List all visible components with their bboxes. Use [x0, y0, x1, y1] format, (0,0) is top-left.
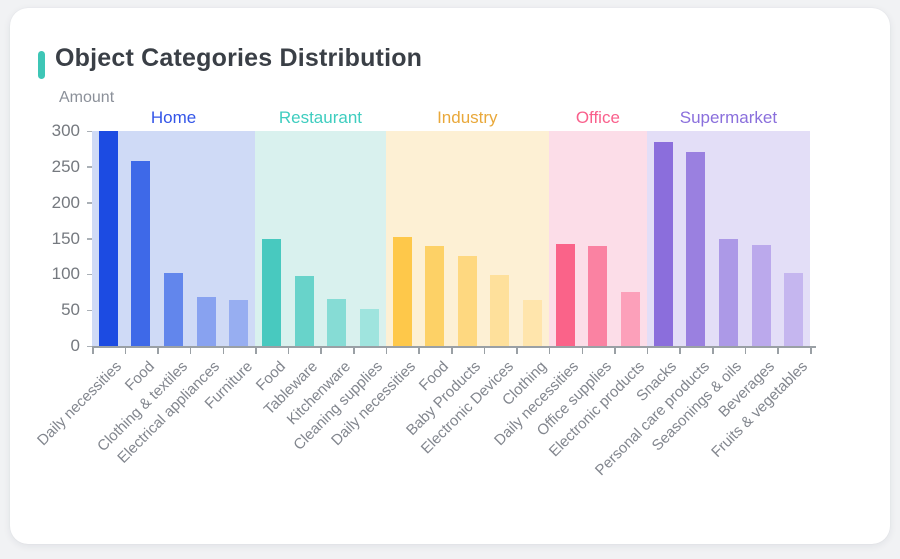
- y-axis-tick-label: 150: [51, 228, 80, 248]
- group-label-restaurant: Restaurant: [278, 108, 363, 127]
- bar-supermarket-1[interactable]: [686, 151, 706, 346]
- bar-office-2[interactable]: [621, 291, 640, 346]
- x-axis-tick-mark: [353, 348, 355, 354]
- title-accent-bar: [38, 51, 45, 79]
- bar-chart: 0 50 100 150 200 250 300 Home Daily necessities F…: [10, 8, 890, 544]
- y-axis-tick-mark: [87, 202, 92, 204]
- bar-home-2[interactable]: [164, 272, 184, 346]
- group-label-home: Home: [150, 108, 197, 127]
- x-axis-tick-mark: [744, 348, 747, 354]
- y-axis-tick-label: 300: [51, 121, 80, 140]
- x-axis-tick-mark: [157, 348, 159, 354]
- group-label-office: Office: [575, 108, 620, 127]
- bar-industry-4[interactable]: [523, 300, 543, 346]
- group-label-supermarket: Supermarket: [679, 108, 778, 127]
- bar-home-0[interactable]: [98, 131, 118, 346]
- x-axis-tick-mark: [451, 348, 453, 354]
- bar-restaurant-3[interactable]: [359, 308, 379, 346]
- x-axis-tick-mark: [255, 348, 257, 354]
- x-axis-tick-mark: [777, 348, 779, 354]
- y-axis-tick-mark: [87, 166, 92, 168]
- bar-industry-3[interactable]: [490, 275, 510, 346]
- page-title: Object Categories Distribution: [55, 44, 423, 72]
- x-axis-tick-mark: [222, 348, 225, 354]
- y-axis-tick-mark: [87, 309, 92, 312]
- bar-restaurant-1[interactable]: [294, 276, 314, 346]
- x-axis-tick-mark: [810, 348, 812, 354]
- y-axis-tick-mark: [87, 273, 92, 276]
- bar-office-1[interactable]: [588, 245, 608, 346]
- bar-industry-1[interactable]: [425, 245, 445, 346]
- x-axis-tick-mark: [581, 348, 584, 354]
- y-axis-tick-label: 250: [51, 156, 80, 176]
- bar-industry-2[interactable]: [457, 255, 477, 346]
- chart-card: Object Categories Distribution Amount 0 5…: [10, 8, 890, 544]
- bar-home-3[interactable]: [196, 296, 216, 346]
- group-label-industry: Industry: [437, 108, 498, 127]
- bar-industry-0[interactable]: [392, 237, 412, 346]
- y-axis-tick-mark: [87, 345, 92, 347]
- x-axis-tick-mark: [646, 348, 649, 354]
- bar-home-1[interactable]: [131, 161, 151, 346]
- x-axis-tick-mark: [516, 348, 518, 354]
- x-axis-tick-mark: [287, 348, 290, 354]
- bar-supermarket-4[interactable]: [784, 272, 804, 346]
- y-axis-tick-label: 0: [70, 336, 80, 355]
- x-axis-tick-mark: [483, 348, 486, 354]
- x-axis-line: [92, 346, 816, 348]
- y-axis-tick-label: 200: [51, 192, 80, 212]
- x-axis-tick-mark: [92, 348, 94, 354]
- x-axis-tick-mark: [614, 348, 616, 354]
- x-axis-tick-mark: [418, 348, 420, 354]
- y-axis-tick-mark: [87, 238, 92, 240]
- y-axis-tick-mark: [87, 130, 92, 132]
- x-axis-tick-mark: [189, 348, 192, 354]
- x-axis-tick-mark: [385, 348, 388, 354]
- x-axis-tick-mark: [124, 348, 127, 354]
- bar-restaurant-0[interactable]: [262, 239, 281, 346]
- bar-office-0[interactable]: [555, 243, 575, 346]
- x-axis-tick-mark: [679, 348, 681, 354]
- bar-supermarket-2[interactable]: [718, 239, 738, 346]
- x-axis-tick-mark: [320, 348, 322, 354]
- x-axis-tick-mark: [712, 348, 714, 354]
- bar-home-4[interactable]: [229, 300, 249, 346]
- y-axis-title: Amount: [59, 89, 115, 106]
- x-axis-tick-mark: [548, 348, 551, 354]
- bar-supermarket-0[interactable]: [653, 142, 673, 346]
- bar-supermarket-3[interactable]: [751, 244, 771, 346]
- y-axis-tick-label: 100: [51, 264, 80, 284]
- bar-restaurant-2[interactable]: [327, 299, 347, 346]
- y-axis-tick-label: 50: [61, 300, 80, 320]
